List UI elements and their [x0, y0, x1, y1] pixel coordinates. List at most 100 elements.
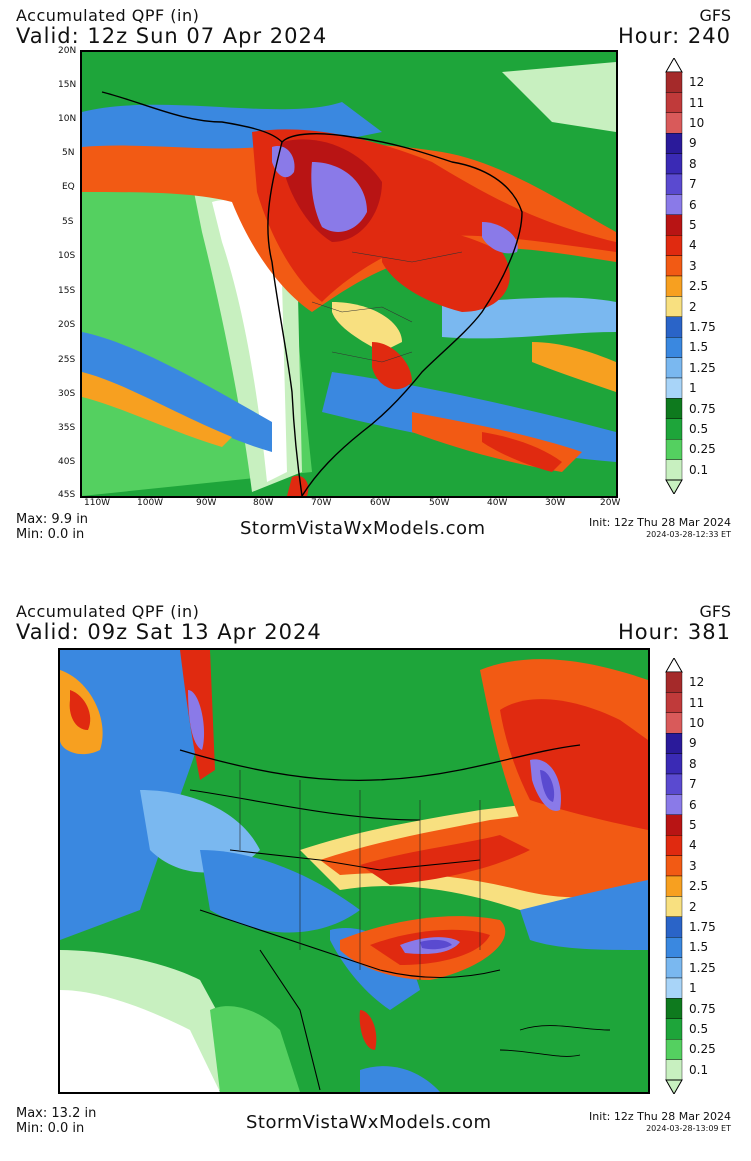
legend-label: 12 [689, 675, 705, 690]
legend-swatch [665, 337, 683, 358]
stats-block: Max: 9.9 in Min: 0.0 in [16, 512, 88, 542]
legend-swatch [665, 896, 683, 917]
precip-legend: 12 11 10 9 8 7 6 5 4 3 2.5 2 1.75 1.5 1.25 1 0.75 0.5 0.25… [665, 58, 725, 494]
lat-label: 30S [58, 389, 76, 399]
legend-label: 0.75 [689, 401, 716, 416]
legend-label: 5 [689, 818, 697, 832]
south-america-panel: Accumulated QPF (in) GFS Valid: 12z Sun … [0, 0, 751, 560]
legend-swatch [665, 671, 683, 693]
legend-swatch [665, 214, 683, 236]
legend-swatch [665, 916, 683, 938]
legend-min-arrow [665, 1079, 683, 1094]
legend-label: 2.5 [689, 879, 709, 894]
legend-swatch [665, 398, 683, 419]
legend-swatch [665, 937, 683, 958]
legend-label: 6 [689, 797, 697, 812]
legend-label: 1.5 [689, 940, 709, 955]
legend-label: 0.1 [689, 1062, 709, 1077]
legend-swatch [665, 459, 683, 481]
legend-swatch [665, 834, 683, 856]
lon-label: 30W [545, 498, 566, 508]
north-america-panel: Accumulated QPF (in) GFS Valid: 09z Sat … [0, 596, 751, 1156]
legend-swatch [665, 855, 683, 877]
legend-label: 4 [689, 238, 697, 253]
qpf-field [82, 52, 616, 496]
lat-label: 40S [58, 457, 76, 467]
legend-label: 7 [689, 177, 697, 192]
legend-swatch [665, 92, 683, 114]
lat-label: 20N [58, 46, 77, 56]
lon-label: 110W [84, 498, 111, 508]
legend-label: 7 [689, 777, 697, 792]
legend-color-bar [665, 58, 683, 494]
min-value: Min: 0.0 in [16, 527, 85, 542]
timestamp: 2024-03-28-13:09 ET [646, 1124, 731, 1133]
lat-label: 15S [58, 286, 76, 296]
legend-label: 1.75 [689, 320, 716, 334]
legend-swatch [665, 275, 683, 297]
lon-label: 90W [196, 498, 217, 508]
legend-swatch [665, 794, 683, 815]
brand-link[interactable]: StormVistaWxModels.com [246, 1112, 492, 1133]
legend-swatch [665, 71, 683, 93]
legend-label: 1.5 [689, 340, 709, 355]
legend-label: 4 [689, 838, 697, 853]
lat-label: 45S [58, 490, 76, 500]
legend-swatch [665, 1059, 683, 1081]
legend-swatch [665, 692, 683, 714]
legend-swatch [665, 753, 683, 775]
legend-swatch [665, 998, 683, 1019]
legend-label: 0.25 [689, 1042, 716, 1057]
lat-label: 5N [62, 148, 75, 158]
lat-label: 35S [58, 423, 76, 433]
legend-label: 3 [689, 258, 697, 273]
model-name: GFS [699, 602, 731, 621]
legend-swatch [665, 112, 683, 134]
legend-label: 11 [689, 95, 705, 110]
legend-swatch [665, 712, 683, 734]
legend-swatch [665, 773, 683, 795]
min-value: Min: 0.0 in [16, 1121, 85, 1136]
legend-min-arrow [665, 479, 683, 494]
legend-label: 12 [689, 75, 705, 90]
lat-label: 25S [58, 355, 76, 365]
legend-swatch [665, 977, 683, 999]
timestamp: 2024-03-28-12:33 ET [646, 530, 731, 539]
legend-swatch [665, 875, 683, 897]
legend-label: 1.75 [689, 920, 716, 934]
legend-swatch [665, 1018, 683, 1040]
qpf-field [60, 650, 648, 1092]
lat-label: EQ [62, 182, 75, 192]
brand-link[interactable]: StormVistaWxModels.com [240, 518, 486, 539]
precip-map-south-america [80, 50, 618, 498]
lon-label: 20W [600, 498, 621, 508]
legend-swatch [665, 439, 683, 460]
lon-label: 60W [370, 498, 391, 508]
init-time: Init: 12z Thu 28 Mar 2024 [589, 516, 731, 529]
legend-swatch [665, 316, 683, 338]
legend-label: 0.5 [689, 1022, 709, 1036]
model-name: GFS [699, 6, 731, 25]
init-time: Init: 12z Thu 28 Mar 2024 [589, 1110, 731, 1123]
panel-title: Accumulated QPF (in) [16, 6, 200, 25]
legend-label: 10 [689, 116, 705, 130]
lon-label: 40W [487, 498, 508, 508]
lon-label: 80W [253, 498, 274, 508]
legend-swatch [665, 1039, 683, 1060]
legend-swatch [665, 814, 683, 836]
max-value: Max: 9.9 in [16, 512, 89, 527]
lat-label: 15N [58, 80, 77, 90]
legend-label: 1.25 [689, 960, 716, 975]
legend-label: 1 [689, 981, 697, 996]
legend-swatch [665, 255, 683, 277]
legend-label: 1 [689, 381, 697, 396]
legend-swatch [665, 732, 683, 754]
stats-block: Max: 13.2 in Min: 0.0 in [16, 1106, 96, 1136]
lat-label: 5S [62, 217, 74, 227]
precip-legend: 12 11 10 9 8 7 6 5 4 3 2.5 2 1.75 1.5 1.25 1 0.75 0.5 0.25… [665, 658, 725, 1094]
valid-time: Valid: 09z Sat 13 Apr 2024 [16, 620, 322, 644]
max-value: Max: 13.2 in [16, 1106, 97, 1121]
legend-swatch [665, 153, 683, 175]
legend-label: 1.25 [689, 360, 716, 375]
legend-label: 8 [689, 156, 697, 171]
